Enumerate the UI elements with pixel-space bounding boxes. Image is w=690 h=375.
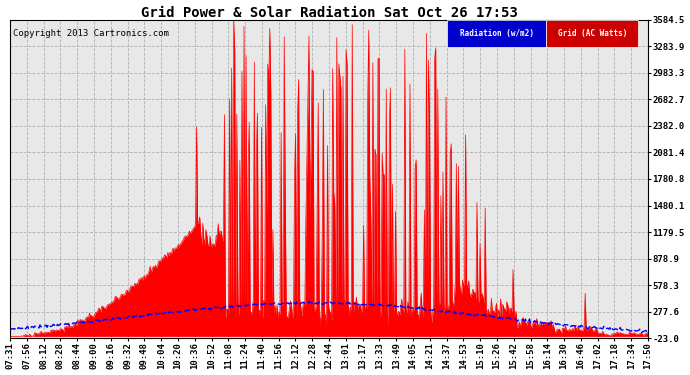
FancyBboxPatch shape [447,20,546,46]
FancyBboxPatch shape [546,20,638,46]
Text: Grid (AC Watts): Grid (AC Watts) [558,28,627,38]
Title: Grid Power & Solar Radiation Sat Oct 26 17:53: Grid Power & Solar Radiation Sat Oct 26 … [141,6,518,20]
Text: Copyright 2013 Cartronics.com: Copyright 2013 Cartronics.com [13,29,169,38]
Text: Radiation (w/m2): Radiation (w/m2) [460,28,533,38]
